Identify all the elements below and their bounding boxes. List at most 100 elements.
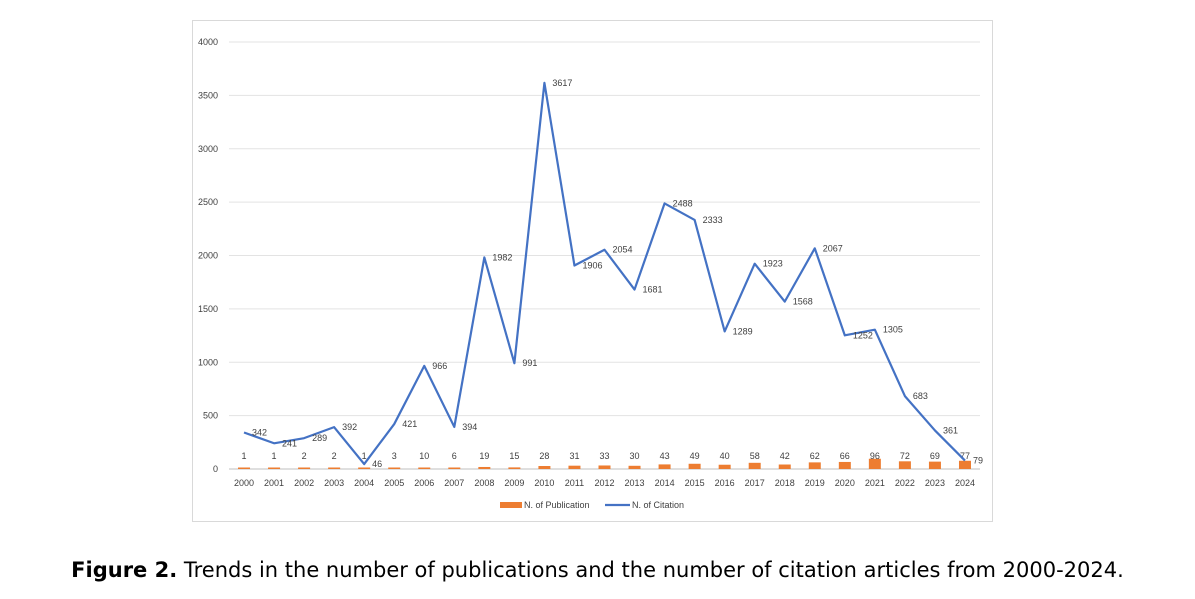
citation-data-label: 342 xyxy=(252,427,267,437)
caption-label: Figure 2. xyxy=(71,558,178,582)
citation-data-label: 2333 xyxy=(703,215,723,225)
publication-bar xyxy=(838,461,851,469)
publication-data-label: 40 xyxy=(720,451,730,461)
citation-data-label: 1923 xyxy=(763,259,783,269)
publication-data-label: 2 xyxy=(332,451,337,461)
combo-chart: 0 500 1000 1500 2000 2500 3000 3500 4000 2000 2001… xyxy=(198,37,983,510)
publication-data-label: 62 xyxy=(810,451,820,461)
publication-bar xyxy=(658,464,671,469)
publication-data-label: 72 xyxy=(900,451,910,461)
y-tick-label: 3000 xyxy=(198,144,218,154)
publication-data-label: 10 xyxy=(419,451,429,461)
citation-data-label: 1289 xyxy=(733,326,753,336)
citation-data-label: 361 xyxy=(943,425,958,435)
publication-data-label: 1 xyxy=(272,451,277,461)
publication-bar xyxy=(808,462,821,469)
y-tick-label: 1000 xyxy=(198,357,218,367)
x-tick-label: 2008 xyxy=(474,478,494,488)
publication-bar xyxy=(298,467,311,469)
x-tick-label: 2014 xyxy=(655,478,675,488)
publication-bar xyxy=(688,463,701,469)
publication-data-label: 31 xyxy=(569,451,579,461)
citation-data-label: 1305 xyxy=(883,325,903,335)
publication-bar xyxy=(718,464,731,469)
y-tick-label: 2000 xyxy=(198,251,218,261)
publication-data-label: 42 xyxy=(780,451,790,461)
citation-data-label: 46 xyxy=(372,459,382,469)
publication-data-label: 6 xyxy=(452,451,457,461)
x-tick-label: 2005 xyxy=(384,478,404,488)
citation-data-label: 79 xyxy=(973,456,983,466)
y-tick-label: 4000 xyxy=(198,37,218,47)
publication-data-label: 15 xyxy=(509,451,519,461)
citation-data-label: 2067 xyxy=(823,243,843,253)
caption-text: Trends in the number of publications and… xyxy=(177,558,1124,582)
publication-bar xyxy=(418,467,431,469)
citation-data-label: 966 xyxy=(432,361,447,371)
x-tick-label: 2009 xyxy=(504,478,524,488)
citation-data-label: 683 xyxy=(913,391,928,401)
y-tick-label: 1500 xyxy=(198,304,218,314)
y-tick-label: 0 xyxy=(213,464,218,474)
x-tick-label: 2006 xyxy=(414,478,434,488)
x-tick-label: 2017 xyxy=(745,478,765,488)
y-tick-label: 2500 xyxy=(198,197,218,207)
x-tick-label: 2001 xyxy=(264,478,284,488)
x-tick-label: 2020 xyxy=(835,478,855,488)
publication-data-label: 19 xyxy=(479,451,489,461)
x-tick-label: 2007 xyxy=(444,478,464,488)
citation-line xyxy=(243,81,966,466)
publication-bar xyxy=(448,467,461,469)
legend-publication-label: N. of Publication xyxy=(524,500,590,510)
publication-bar xyxy=(868,458,881,469)
publication-bar xyxy=(538,466,551,469)
publication-data-label: 2 xyxy=(302,451,307,461)
publication-bar xyxy=(568,465,581,469)
publication-data-label: 33 xyxy=(599,451,609,461)
publication-data-label: 3 xyxy=(392,451,397,461)
x-tick-label: 2012 xyxy=(594,478,614,488)
x-tick-label: 2004 xyxy=(354,478,374,488)
x-tick-label: 2019 xyxy=(805,478,825,488)
publication-bar xyxy=(748,462,761,469)
citation-data-label: 2488 xyxy=(673,198,693,208)
citation-data-label: 1906 xyxy=(582,261,602,271)
citation-data-label: 991 xyxy=(522,358,537,368)
publication-data-label: 49 xyxy=(690,451,700,461)
publication-data-label: 58 xyxy=(750,451,760,461)
x-tick-label: 2023 xyxy=(925,478,945,488)
x-tick-label: 2018 xyxy=(775,478,795,488)
y-tick-label: 500 xyxy=(203,411,218,421)
citation-data-label: 2054 xyxy=(613,245,633,255)
publication-data-label: 1 xyxy=(242,451,247,461)
publication-bar xyxy=(268,467,281,469)
x-tick-label: 2000 xyxy=(234,478,254,488)
publication-data-label: 30 xyxy=(630,451,640,461)
citation-data-label: 392 xyxy=(342,422,357,432)
x-tick-label: 2013 xyxy=(625,478,645,488)
citation-data-label: 241 xyxy=(282,438,297,448)
legend-publication-swatch xyxy=(500,502,522,508)
citation-data-label: 3617 xyxy=(552,78,572,88)
publication-data-label: 69 xyxy=(930,451,940,461)
publication-bar xyxy=(358,467,371,469)
publication-data-label: 1 xyxy=(362,451,367,461)
publication-bar xyxy=(928,461,941,469)
publication-data-label: 66 xyxy=(840,451,850,461)
citation-data-label: 1568 xyxy=(793,297,813,307)
citation-data-label: 289 xyxy=(312,433,327,443)
publication-data-label: 77 xyxy=(960,451,970,461)
publication-bar xyxy=(238,467,251,469)
publication-bar xyxy=(778,464,791,469)
publication-bar xyxy=(508,467,521,469)
x-tick-label: 2024 xyxy=(955,478,975,488)
publication-data-label: 96 xyxy=(870,451,880,461)
chart-frame xyxy=(192,20,993,522)
publication-bar xyxy=(898,461,911,469)
x-tick-label: 2003 xyxy=(324,478,344,488)
x-tick-label: 2002 xyxy=(294,478,314,488)
publication-bar xyxy=(628,465,641,469)
publication-data-label: 28 xyxy=(539,451,549,461)
citation-data-label: 1982 xyxy=(492,252,512,262)
publication-bar xyxy=(958,460,971,469)
